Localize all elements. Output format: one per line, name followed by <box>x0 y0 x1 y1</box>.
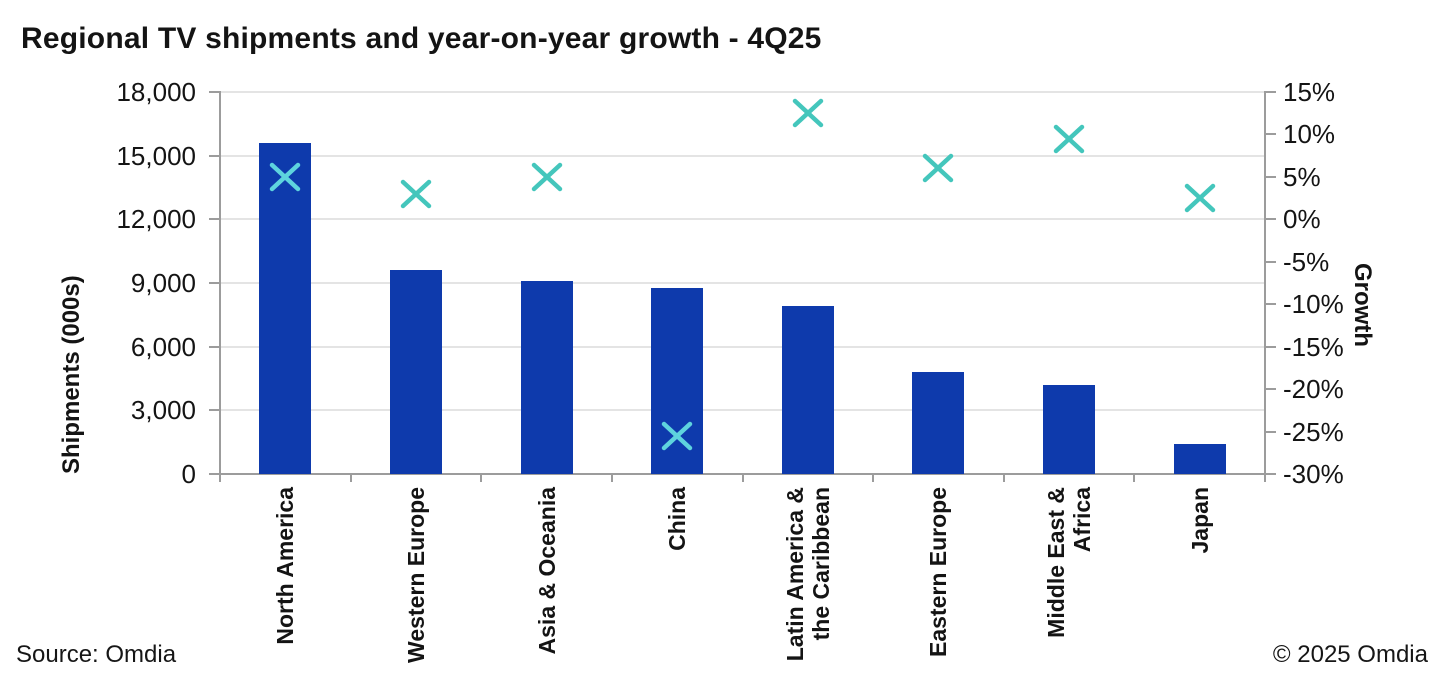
growth-x-marker <box>531 162 563 197</box>
y-axis-right-tick-label: 0% <box>1283 204 1321 235</box>
x-axis-tick <box>480 475 483 482</box>
y-axis-left-tick-label: 12,000 <box>116 204 196 235</box>
growth-x-marker <box>922 153 954 188</box>
category-label: Latin America & the Caribbean <box>781 487 834 662</box>
x-axis-tick <box>1264 475 1266 482</box>
shipments-bar <box>389 270 442 474</box>
chart-title: Regional TV shipments and year-on-year g… <box>21 22 822 55</box>
y-axis-right-tick-label: 15% <box>1283 77 1336 107</box>
y-axis-right-tick-label: 5% <box>1283 161 1321 192</box>
growth-x-marker <box>661 421 693 456</box>
category-label: Eastern Europe <box>925 487 952 657</box>
growth-x-marker <box>1053 124 1085 159</box>
y-axis-right-line <box>1264 91 1266 477</box>
growth-x-marker <box>792 98 824 133</box>
category-label: Japan <box>1186 487 1213 554</box>
growth-x-marker <box>400 179 432 214</box>
growth-axis-title: Growth <box>1349 263 1376 347</box>
gridline <box>221 409 1264 412</box>
y-axis-right-tick <box>1266 388 1276 391</box>
y-axis-right-tick-label: -5% <box>1283 246 1330 277</box>
y-axis-right-tick <box>1266 260 1276 263</box>
y-axis-right-tick-label: -20% <box>1283 374 1344 405</box>
category-label: North America <box>272 487 299 645</box>
y-axis-left-tick-label: 3,000 <box>130 395 196 426</box>
shipments-bar <box>259 142 312 474</box>
y-axis-right-tick-label: -15% <box>1283 331 1344 362</box>
y-axis-right-tick-label: -30% <box>1283 459 1344 489</box>
source-note: Source: Omdia <box>16 641 177 668</box>
growth-x-marker <box>269 162 301 197</box>
y-axis-right-tick <box>1266 473 1276 475</box>
category-label: China <box>664 487 691 551</box>
category-label-anchor: Japan <box>1187 487 1253 553</box>
shipments-bar <box>651 288 704 474</box>
gridline <box>221 218 1264 221</box>
gridline <box>221 282 1264 284</box>
shipments-axis-title: Shipments (000s) <box>58 275 85 474</box>
gridline <box>221 345 1264 348</box>
y-axis-left-tick <box>209 218 219 221</box>
x-axis-tick <box>1002 475 1005 482</box>
y-axis-left-tick-label: 9,000 <box>130 268 196 298</box>
y-axis-right-tick-label: -10% <box>1283 289 1344 320</box>
y-axis-left-tick <box>209 91 219 93</box>
x-axis-tick <box>610 475 613 482</box>
shipments-bar <box>781 306 834 474</box>
shipments-bar <box>1173 444 1226 474</box>
copyright-note: © 2025 Omdia <box>1272 641 1428 668</box>
category-label-anchor: China <box>664 487 728 551</box>
y-axis-left-tick-label: 0 <box>181 459 196 489</box>
y-axis-right-tick <box>1266 91 1276 93</box>
gridline <box>221 91 1264 93</box>
y-axis-right-tick <box>1266 303 1276 306</box>
y-axis-left-tick <box>209 282 219 284</box>
y-axis-right-tick-label: 10% <box>1283 119 1336 150</box>
y-axis-left-tick-label: 18,000 <box>116 77 196 107</box>
y-axis-left-tick <box>209 409 219 412</box>
category-label-anchor: Middle East & Africa <box>1043 487 1194 638</box>
y-axis-right-tick <box>1266 345 1276 348</box>
y-axis-right-tick <box>1266 430 1276 433</box>
category-label: Western Europe <box>402 487 429 663</box>
y-axis-right-tick-label: -25% <box>1283 416 1344 447</box>
y-axis-left-tick <box>209 154 219 157</box>
shipments-bar <box>912 372 965 474</box>
x-axis-tick <box>349 475 352 482</box>
y-axis-right-tick <box>1266 218 1276 221</box>
x-axis-tick <box>741 475 744 482</box>
x-axis-line <box>219 473 1266 475</box>
shipments-bar <box>520 280 573 474</box>
shipments-bar <box>1043 384 1096 474</box>
x-axis-tick <box>219 475 221 482</box>
y-axis-left-tick-label: 15,000 <box>116 140 196 171</box>
y-axis-left-tick <box>209 473 219 475</box>
y-axis-right-tick <box>1266 175 1276 178</box>
category-label: Middle East & Africa <box>1043 487 1096 638</box>
y-axis-left-tick-label: 6,000 <box>130 331 196 362</box>
gridline <box>221 154 1264 157</box>
x-axis-tick <box>1133 475 1136 482</box>
y-axis-left-tick <box>209 345 219 348</box>
y-axis-left-line <box>219 91 221 477</box>
y-axis-right-tick <box>1266 133 1276 136</box>
category-label: Asia & Oceania <box>533 487 560 655</box>
growth-x-marker <box>1184 183 1216 218</box>
x-axis-tick <box>872 475 875 482</box>
